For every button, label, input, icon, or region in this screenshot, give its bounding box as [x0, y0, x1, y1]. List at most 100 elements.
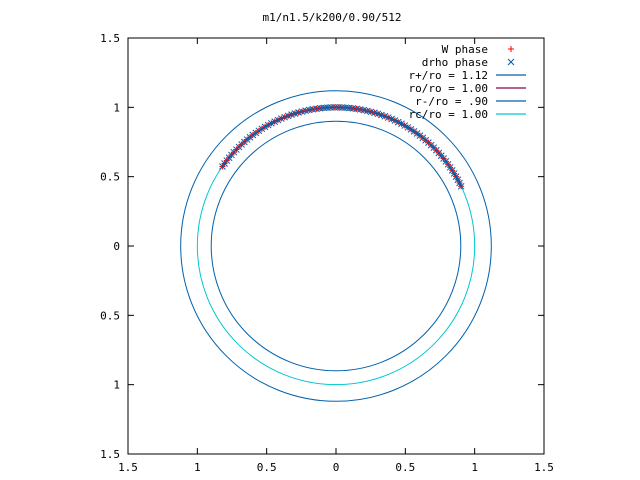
drho-phase-point	[252, 129, 260, 137]
point-stroke	[371, 109, 378, 117]
legend-entry: ro/ro = 1.00	[409, 82, 526, 95]
y-tick-label: 0.5	[100, 309, 120, 322]
point-stroke	[391, 117, 399, 124]
legend-entry: r-/ro = .90	[415, 95, 526, 108]
point-stroke	[450, 170, 458, 177]
drho-phase-point	[388, 115, 395, 123]
point-stroke	[404, 124, 412, 131]
drho-phase-point	[268, 119, 275, 127]
point-stroke	[452, 173, 460, 180]
drho-phase-point	[401, 122, 409, 129]
point-stroke	[364, 107, 371, 115]
legend-label: W phase	[442, 43, 488, 56]
point-stroke	[277, 115, 285, 122]
drho-phase-point	[444, 160, 452, 168]
point-stroke	[268, 119, 275, 127]
point-stroke	[264, 121, 272, 129]
drho-phase-point	[457, 182, 465, 190]
legend-label: rc/ro = 1.00	[409, 108, 488, 121]
drho-phase-point	[384, 114, 392, 121]
point-stroke	[274, 116, 282, 124]
drho-phase-point	[255, 127, 263, 135]
point-stroke	[384, 114, 392, 121]
drho-phase-point	[277, 115, 285, 122]
drho-phase-point	[446, 163, 454, 171]
drho-phase-point	[394, 118, 402, 126]
point-stroke	[353, 105, 360, 113]
legend-label: ro/ro = 1.00	[409, 82, 488, 95]
drho-phase-point	[410, 128, 418, 135]
y-tick-label: 1	[113, 379, 120, 392]
x-tick-label: 0.5	[257, 461, 277, 474]
legend-entry: rc/ro = 1.00	[409, 108, 526, 121]
x-tick-label: 0.5	[395, 461, 415, 474]
point-stroke	[374, 110, 382, 118]
x-tick-label: 0	[333, 461, 340, 474]
legend-label: r+/ro = 1.12	[409, 69, 488, 82]
y-tick-label: 1.5	[100, 448, 120, 461]
point-stroke	[258, 125, 266, 133]
point-stroke	[407, 126, 415, 133]
drho-phase-point	[281, 113, 289, 121]
drho-phase-point	[391, 117, 399, 124]
legend-marker	[507, 58, 515, 66]
drho-phase-point	[271, 118, 279, 125]
point-stroke	[219, 163, 226, 170]
drho-phase-point	[398, 120, 405, 128]
x-tick-label: 1.5	[534, 461, 554, 474]
point-stroke	[416, 132, 424, 140]
circle-series	[180, 90, 492, 402]
point-stroke	[398, 120, 405, 128]
point-stroke	[410, 128, 418, 135]
point-stroke	[281, 113, 289, 121]
drho-phase-point	[274, 116, 282, 124]
point-stroke	[454, 176, 462, 184]
point-stroke	[360, 106, 368, 114]
point-stroke	[381, 112, 389, 120]
point-stroke	[413, 130, 421, 137]
x-tick-label: 1	[194, 461, 201, 474]
point-stroke	[261, 123, 269, 131]
drho-phase-point	[454, 176, 462, 184]
legend-entry: W phase	[442, 43, 514, 56]
point-stroke	[367, 108, 375, 116]
point-stroke	[221, 160, 228, 167]
point-stroke	[271, 118, 279, 125]
circle-series	[210, 120, 462, 372]
point-stroke	[401, 122, 409, 129]
point-stroke	[456, 179, 463, 187]
point-stroke	[388, 115, 395, 123]
point-stroke	[448, 166, 456, 174]
drho-phase-point	[284, 112, 292, 120]
chart-title: m1/n1.5/k200/0.90/512	[262, 11, 401, 24]
drho-phase-point	[448, 166, 456, 174]
legend-entry: drho phase	[422, 56, 515, 69]
x-tick-label: 1	[471, 461, 478, 474]
y-tick-label: 0	[113, 240, 120, 253]
drho-phase-point	[413, 130, 421, 137]
drho-phase-point	[219, 163, 226, 170]
y-tick-label: 0.5	[100, 171, 120, 184]
y-tick-label: 1	[113, 101, 120, 114]
drho-phase-point	[221, 160, 228, 167]
point-stroke	[284, 112, 292, 120]
legend-entry: r+/ro = 1.12	[409, 69, 526, 82]
axes-ticks: 1.5 1 0.5 0 0.5 1 1.51.510.500.511.5	[100, 32, 554, 474]
drho-phase-point	[450, 170, 458, 177]
drho-phase-point	[407, 126, 415, 133]
x-tick-label: 1.5	[118, 461, 138, 474]
point-stroke	[252, 129, 260, 137]
legend-label: drho phase	[422, 56, 488, 69]
point-stroke	[394, 118, 402, 126]
drho-phase-point	[264, 121, 272, 129]
series-layer	[180, 90, 492, 402]
point-stroke	[378, 111, 385, 119]
y-tick-label: 1.5	[100, 32, 120, 45]
drho-phase-point	[456, 179, 463, 187]
drho-phase-point	[404, 124, 412, 131]
point-stroke	[255, 127, 263, 135]
legend-label: r-/ro = .90	[415, 95, 488, 108]
drho-phase-point	[258, 125, 266, 133]
